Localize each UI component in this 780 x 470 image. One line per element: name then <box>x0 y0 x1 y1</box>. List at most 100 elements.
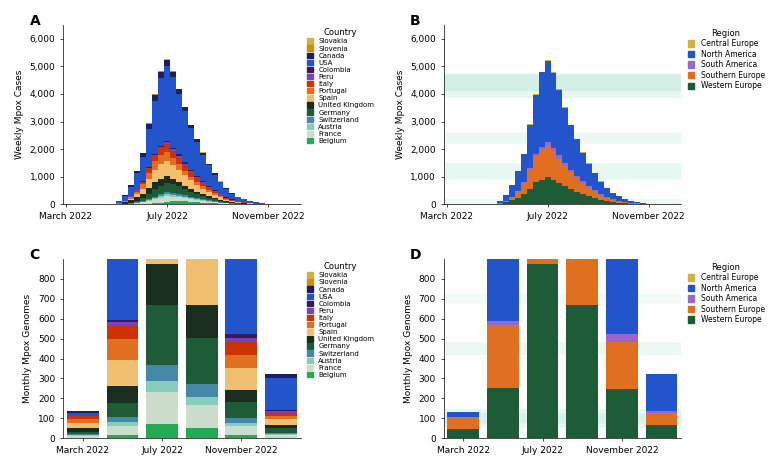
Bar <box>206 165 211 186</box>
Bar <box>164 195 170 196</box>
Bar <box>186 306 218 338</box>
Bar <box>200 194 206 196</box>
Bar <box>200 199 206 200</box>
Bar <box>265 434 296 435</box>
Bar <box>188 199 193 202</box>
Bar <box>225 423 257 426</box>
Bar <box>225 194 257 209</box>
Bar <box>107 325 138 338</box>
Bar <box>544 60 551 61</box>
Bar <box>182 186 188 189</box>
Bar <box>67 434 98 435</box>
Bar <box>188 171 193 172</box>
Bar <box>176 196 182 197</box>
Bar <box>604 188 610 197</box>
Bar <box>67 438 98 439</box>
Bar <box>158 194 164 196</box>
Bar <box>211 173 218 175</box>
Bar <box>515 198 521 204</box>
Bar <box>265 378 296 410</box>
Bar <box>206 187 211 188</box>
Bar <box>129 196 134 197</box>
Bar <box>134 197 140 201</box>
Bar <box>134 195 140 197</box>
Bar <box>140 202 146 204</box>
Bar <box>107 435 138 439</box>
Bar <box>152 203 158 204</box>
Bar <box>448 429 479 439</box>
Bar <box>176 155 182 156</box>
Bar <box>587 196 592 204</box>
Bar <box>566 157 598 305</box>
Bar <box>223 202 229 203</box>
Bar <box>526 264 558 439</box>
Bar <box>223 199 229 200</box>
Bar <box>122 201 129 202</box>
Bar <box>188 189 193 192</box>
Bar <box>152 199 158 203</box>
Bar <box>134 173 140 190</box>
Bar <box>107 231 138 248</box>
Bar <box>152 155 158 156</box>
Bar <box>211 193 218 195</box>
Bar <box>182 189 188 196</box>
Bar <box>140 198 146 201</box>
Bar <box>598 194 604 195</box>
Bar <box>107 338 138 360</box>
Bar <box>229 201 236 202</box>
Bar <box>587 164 592 186</box>
Bar <box>170 72 176 78</box>
Bar <box>206 186 211 187</box>
Bar <box>622 199 628 202</box>
Bar <box>140 188 146 194</box>
Bar <box>182 201 188 204</box>
Bar <box>604 198 610 201</box>
Bar <box>646 411 677 413</box>
Bar <box>164 196 170 202</box>
Bar <box>229 194 236 199</box>
Bar <box>188 180 193 189</box>
Bar <box>566 305 598 439</box>
Bar <box>225 193 257 194</box>
Bar <box>503 195 509 201</box>
Y-axis label: Monthly Mpox Genomes: Monthly Mpox Genomes <box>23 294 33 403</box>
Bar <box>225 435 257 439</box>
Bar <box>223 201 229 202</box>
Bar <box>193 198 200 199</box>
Bar <box>193 202 200 204</box>
Bar <box>188 125 193 128</box>
Bar <box>146 392 178 424</box>
Bar <box>551 151 556 180</box>
Bar <box>225 418 257 423</box>
Bar <box>129 187 134 196</box>
Bar <box>225 334 257 338</box>
Bar <box>186 0 218 139</box>
Bar <box>218 196 223 197</box>
Bar <box>152 189 158 196</box>
Bar <box>606 342 638 389</box>
Bar <box>146 306 178 365</box>
Bar <box>569 189 574 204</box>
Bar <box>129 197 134 199</box>
Legend: Central Europe, North America, South America, Southern Europe, Western Europe: Central Europe, North America, South Ame… <box>687 263 764 324</box>
Bar <box>610 193 616 199</box>
Bar <box>107 229 138 230</box>
Bar <box>170 150 176 158</box>
Bar <box>574 191 580 204</box>
Bar <box>188 172 193 177</box>
Bar <box>176 197 182 201</box>
Bar <box>186 158 218 194</box>
Bar <box>497 203 503 204</box>
Bar <box>225 342 257 355</box>
Bar <box>170 78 176 148</box>
Bar <box>107 417 138 423</box>
Bar <box>186 234 218 306</box>
Bar <box>146 365 178 381</box>
Bar <box>533 182 539 204</box>
Bar <box>526 168 533 169</box>
Bar <box>158 155 164 164</box>
Bar <box>606 334 638 342</box>
Bar <box>122 196 129 201</box>
Bar <box>67 428 98 431</box>
Bar <box>574 176 580 178</box>
